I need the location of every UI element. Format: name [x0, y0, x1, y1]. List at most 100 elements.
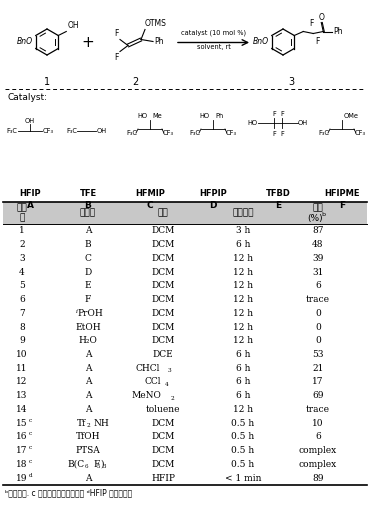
Text: PTSA: PTSA — [75, 446, 100, 455]
Text: CF₃: CF₃ — [226, 130, 237, 136]
Text: F: F — [272, 111, 276, 117]
Text: TfOH: TfOH — [76, 432, 100, 442]
Text: c: c — [29, 445, 32, 450]
Text: F: F — [280, 131, 284, 137]
Text: CF₃: CF₃ — [163, 130, 174, 136]
Text: E: E — [85, 281, 91, 291]
Text: DCM: DCM — [151, 336, 175, 345]
Text: 19: 19 — [16, 474, 28, 483]
Text: Me: Me — [152, 113, 162, 119]
Text: F: F — [309, 19, 313, 27]
Text: 5: 5 — [19, 281, 25, 291]
Bar — [3, 202, 367, 224]
Text: 实施: 实施 — [17, 204, 27, 212]
Text: HFIP: HFIP — [19, 189, 41, 198]
Text: F: F — [85, 295, 91, 304]
Text: CF₃: CF₃ — [43, 128, 54, 134]
Text: OH: OH — [25, 118, 35, 124]
Text: 18: 18 — [16, 460, 28, 469]
Text: F: F — [280, 111, 284, 117]
Text: A: A — [85, 377, 91, 387]
Text: trace: trace — [306, 295, 330, 304]
Text: 0.5 h: 0.5 h — [231, 432, 255, 442]
Text: DCM: DCM — [151, 323, 175, 331]
Text: 12 h: 12 h — [233, 405, 253, 414]
Text: 2: 2 — [132, 77, 138, 87]
Text: 1: 1 — [44, 77, 50, 87]
Text: 2: 2 — [87, 423, 91, 428]
Text: 6 h: 6 h — [236, 364, 250, 373]
Text: OMe: OMe — [344, 113, 359, 119]
Text: +: + — [82, 35, 94, 50]
Text: 0: 0 — [315, 309, 321, 318]
Text: HO: HO — [248, 120, 258, 126]
Text: A: A — [85, 391, 91, 400]
Text: 2: 2 — [170, 396, 174, 401]
Text: 5: 5 — [97, 464, 101, 469]
Text: MeNO: MeNO — [131, 391, 161, 400]
Text: F₃C: F₃C — [66, 128, 77, 134]
Text: D: D — [209, 201, 217, 210]
Text: 3: 3 — [288, 77, 294, 87]
Text: 3 h: 3 h — [236, 226, 250, 235]
Text: DCM: DCM — [151, 432, 175, 442]
Text: 6 h: 6 h — [236, 391, 250, 400]
Text: C: C — [85, 254, 91, 263]
Text: DCM: DCM — [151, 295, 175, 304]
Text: B(C: B(C — [68, 460, 85, 469]
Text: complex: complex — [299, 460, 337, 469]
Text: c: c — [29, 459, 32, 464]
Text: E: E — [275, 201, 281, 210]
Text: F₃C: F₃C — [126, 130, 137, 136]
Text: 3: 3 — [167, 368, 171, 373]
Text: HFMIP: HFMIP — [135, 189, 165, 198]
Text: 12 h: 12 h — [233, 295, 253, 304]
Text: HO: HO — [137, 113, 147, 119]
Text: i: i — [76, 309, 78, 314]
Text: Ph: Ph — [154, 37, 164, 46]
Text: 0.5 h: 0.5 h — [231, 460, 255, 469]
Text: D: D — [84, 268, 92, 277]
Text: Catalyst:: Catalyst: — [8, 93, 48, 102]
Text: A: A — [85, 474, 91, 483]
Text: F₃C: F₃C — [6, 128, 17, 134]
Text: C: C — [147, 201, 153, 210]
Text: DCM: DCM — [151, 268, 175, 277]
Text: TFBD: TFBD — [266, 189, 290, 198]
Text: 12 h: 12 h — [233, 323, 253, 331]
Text: 4: 4 — [19, 268, 25, 277]
Text: F: F — [93, 460, 100, 469]
Text: 13: 13 — [16, 391, 28, 400]
Text: 12 h: 12 h — [233, 254, 253, 263]
Text: OH: OH — [67, 22, 79, 31]
Text: 89: 89 — [312, 474, 324, 483]
Text: 0: 0 — [315, 323, 321, 331]
Text: b: b — [321, 212, 325, 218]
Text: 11: 11 — [16, 364, 28, 373]
Text: 48: 48 — [312, 240, 324, 249]
Text: toluene: toluene — [146, 405, 180, 414]
Text: A: A — [85, 350, 91, 359]
Text: 12 h: 12 h — [233, 336, 253, 345]
Text: 0.5 h: 0.5 h — [231, 446, 255, 455]
Text: catalyst (10 mol %): catalyst (10 mol %) — [181, 29, 246, 36]
Text: Tf: Tf — [77, 419, 86, 428]
Text: 例: 例 — [19, 214, 25, 222]
Text: A: A — [85, 364, 91, 373]
Text: 21: 21 — [312, 364, 324, 373]
Text: HFIP: HFIP — [151, 474, 175, 483]
Text: 17: 17 — [16, 446, 28, 455]
Text: TFE: TFE — [80, 189, 97, 198]
Text: F: F — [315, 38, 319, 47]
Text: 12 h: 12 h — [233, 268, 253, 277]
Text: OH: OH — [298, 120, 308, 126]
Text: 6: 6 — [315, 281, 321, 291]
Text: 12 h: 12 h — [233, 281, 253, 291]
Text: 69: 69 — [312, 391, 324, 400]
Text: Ph: Ph — [215, 113, 223, 119]
Text: 87: 87 — [312, 226, 324, 235]
Text: DCM: DCM — [151, 240, 175, 249]
Text: 6: 6 — [315, 432, 321, 442]
Text: 53: 53 — [312, 350, 324, 359]
Text: 6 h: 6 h — [236, 350, 250, 359]
